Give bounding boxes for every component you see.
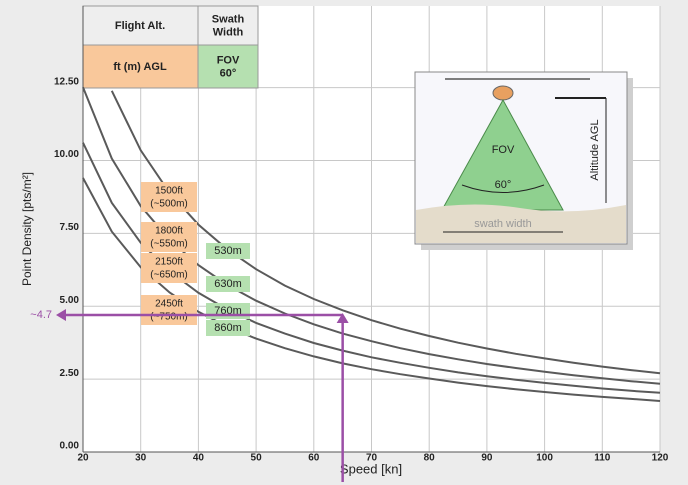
x-tick-label: 120 <box>652 453 669 464</box>
x-axis-label: Speed [kn] <box>340 461 402 476</box>
y-tick-label: 12.50 <box>54 76 79 87</box>
altitude-label-box <box>141 182 197 212</box>
y-tick-label: 0.00 <box>60 441 80 452</box>
altitude-label-box <box>141 253 197 283</box>
swath-label: 630m <box>214 278 242 290</box>
x-tick-label: 100 <box>536 453 553 464</box>
table-cell <box>197 44 259 89</box>
inset-sensor <box>492 85 514 101</box>
altitude-label: 1800ft (~550m) <box>150 225 188 249</box>
inset-swath-label: swath width <box>474 218 531 230</box>
swath-label-box <box>206 276 250 292</box>
altitude-label-box <box>141 222 197 252</box>
x-tick-label: 60 <box>308 453 320 464</box>
table-header: Swath Width <box>212 13 245 38</box>
x-tick-label: 70 <box>366 453 378 464</box>
annotation-label: ~4.7 <box>30 309 52 321</box>
x-tick-label: 50 <box>251 453 263 464</box>
altitude-label: 2450ft (~750m) <box>150 298 188 322</box>
table-cell <box>197 5 259 46</box>
altitude-label: 1500ft (~500m) <box>150 185 188 209</box>
altitude-label-box <box>141 295 197 325</box>
x-tick-label: 110 <box>594 453 611 464</box>
table-sub: ft (m) AGL <box>113 61 167 73</box>
swath-label: 860m <box>214 322 242 334</box>
x-tick-label: 20 <box>77 453 89 464</box>
inset-fov-label: FOV <box>492 144 515 156</box>
inset-alt-label: Altitude AGL <box>589 119 601 180</box>
x-tick-label: 40 <box>193 453 205 464</box>
y-tick-label: 5.00 <box>60 295 80 306</box>
altitude-label: 2150ft (~650m) <box>150 256 188 280</box>
y-tick-label: 2.50 <box>60 368 80 379</box>
table-sub: FOV 60° <box>217 54 240 79</box>
swath-label-box <box>206 320 250 336</box>
swath-label: 530m <box>214 245 242 257</box>
inset-angle-label: 60° <box>495 179 512 191</box>
annotation-arrowhead <box>336 312 349 323</box>
swath-label-box <box>206 243 250 259</box>
table-header: Flight Alt. <box>115 20 165 32</box>
inset: FOV 60° swath width Altitude AGL <box>414 71 633 250</box>
annotation-arrowhead <box>56 308 66 321</box>
y-axis-label: Point Density [pts/m²] <box>20 172 34 286</box>
x-tick-label: 90 <box>481 453 493 464</box>
x-tick-label: 30 <box>135 453 147 464</box>
inset-angle-arc <box>461 184 545 193</box>
y-tick-label: 10.00 <box>54 149 79 160</box>
y-tick-label: 7.50 <box>60 222 80 233</box>
curve <box>110 90 661 375</box>
x-tick-label: 80 <box>424 453 436 464</box>
inset-ground <box>416 204 626 243</box>
